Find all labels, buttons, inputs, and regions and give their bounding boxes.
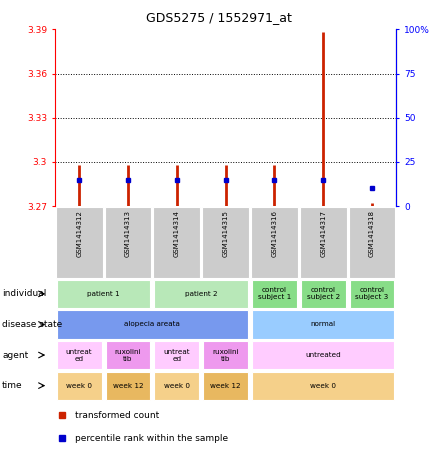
- Text: agent: agent: [2, 351, 28, 360]
- Bar: [203, 371, 248, 400]
- Text: transformed count: transformed count: [75, 411, 159, 420]
- Text: alopecia areata: alopecia areata: [124, 322, 180, 328]
- Bar: [57, 310, 248, 338]
- Text: untreat
ed: untreat ed: [66, 348, 92, 361]
- Text: disease state: disease state: [2, 320, 63, 329]
- Bar: [252, 371, 395, 400]
- Text: GSM1414315: GSM1414315: [223, 210, 229, 256]
- Text: ruxolini
tib: ruxolini tib: [115, 348, 141, 361]
- Bar: [349, 207, 396, 278]
- Text: percentile rank within the sample: percentile rank within the sample: [75, 434, 228, 443]
- Bar: [251, 207, 298, 278]
- Text: week 0: week 0: [310, 383, 336, 389]
- Text: week 0: week 0: [164, 383, 190, 389]
- Bar: [252, 280, 297, 308]
- Bar: [57, 280, 150, 308]
- Text: individual: individual: [2, 289, 46, 299]
- Text: GSM1414312: GSM1414312: [76, 210, 82, 256]
- Text: GSM1414314: GSM1414314: [174, 210, 180, 256]
- Text: GSM1414313: GSM1414313: [125, 210, 131, 257]
- Text: GSM1414317: GSM1414317: [320, 210, 326, 257]
- Bar: [252, 310, 395, 338]
- Bar: [153, 207, 200, 278]
- Text: ruxolini
tib: ruxolini tib: [212, 348, 239, 361]
- Text: patient 1: patient 1: [87, 291, 120, 297]
- Bar: [106, 371, 150, 400]
- Bar: [350, 280, 395, 308]
- Bar: [56, 207, 102, 278]
- Text: week 0: week 0: [66, 383, 92, 389]
- Bar: [106, 341, 150, 369]
- Text: GSM1414316: GSM1414316: [272, 210, 277, 257]
- Text: GDS5275 / 1552971_at: GDS5275 / 1552971_at: [146, 11, 292, 24]
- Text: untreated: untreated: [305, 352, 341, 358]
- Bar: [202, 207, 249, 278]
- Text: week 12: week 12: [210, 383, 241, 389]
- Text: week 12: week 12: [113, 383, 143, 389]
- Bar: [154, 371, 199, 400]
- Bar: [301, 280, 346, 308]
- Text: patient 2: patient 2: [185, 291, 218, 297]
- Bar: [203, 341, 248, 369]
- Text: time: time: [2, 381, 23, 390]
- Text: normal: normal: [311, 322, 336, 328]
- Bar: [105, 207, 152, 278]
- Text: control
subject 3: control subject 3: [355, 287, 389, 300]
- Text: GSM1414318: GSM1414318: [369, 210, 375, 257]
- Bar: [252, 341, 395, 369]
- Text: control
subject 2: control subject 2: [307, 287, 340, 300]
- Bar: [154, 280, 248, 308]
- Bar: [154, 341, 199, 369]
- Text: untreat
ed: untreat ed: [163, 348, 190, 361]
- Bar: [300, 207, 346, 278]
- Text: control
subject 1: control subject 1: [258, 287, 291, 300]
- Bar: [57, 341, 102, 369]
- Bar: [57, 371, 102, 400]
